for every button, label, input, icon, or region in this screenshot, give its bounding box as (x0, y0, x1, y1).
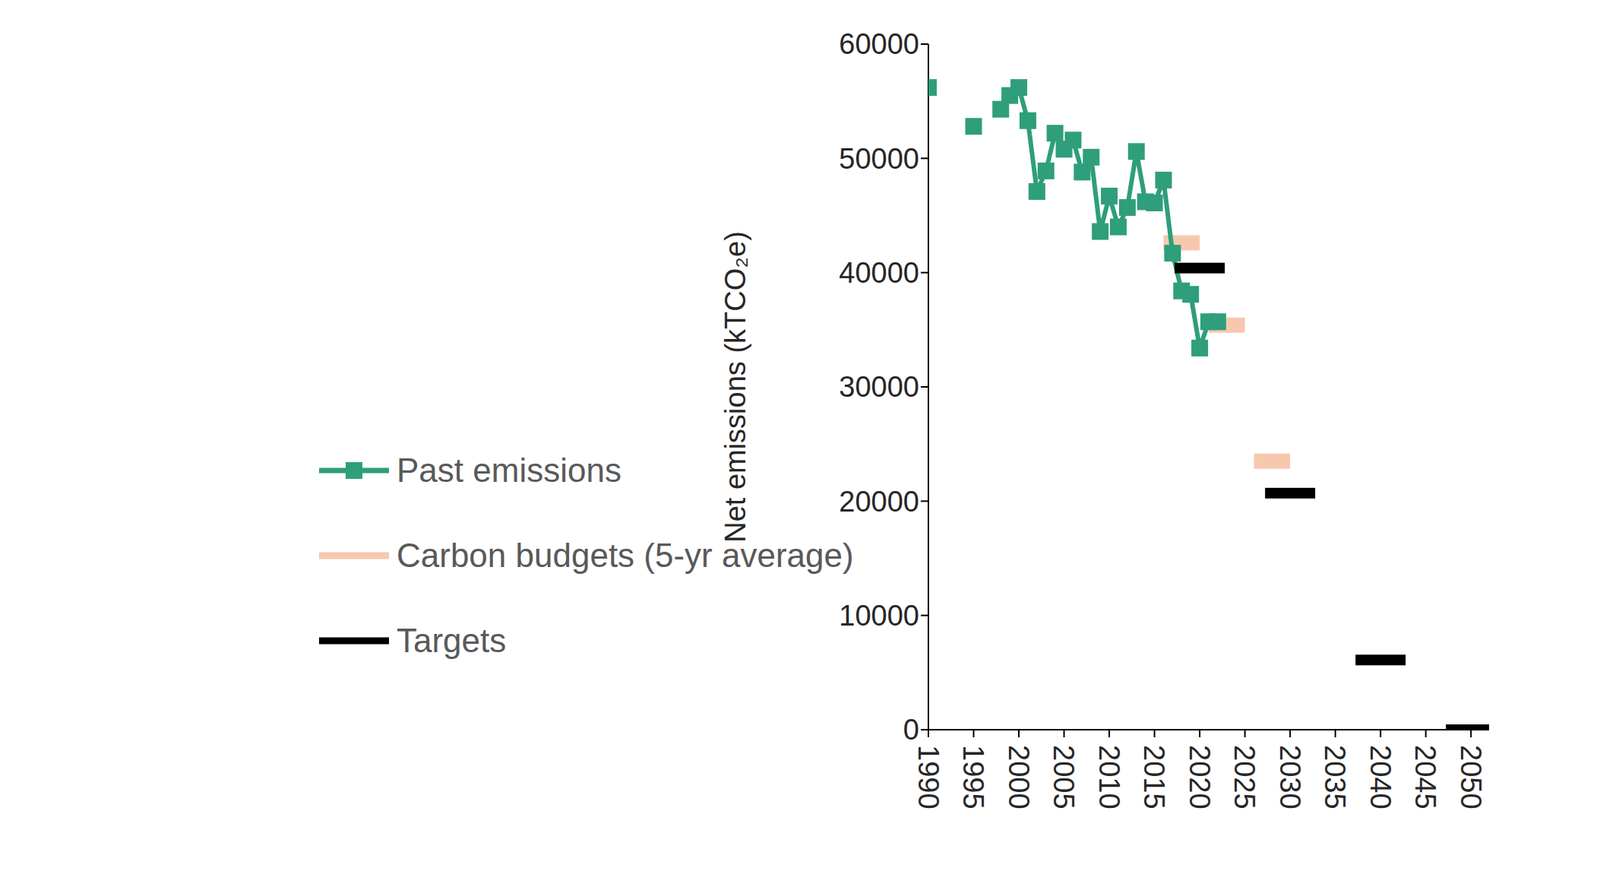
svg-text:10000: 10000 (838, 599, 920, 632)
svg-text:2010: 2010 (1093, 744, 1126, 810)
svg-text:Net emissions (kTCO₂e): Net emissions (kTCO₂e) (719, 230, 752, 543)
svg-text:2005: 2005 (1047, 744, 1080, 810)
svg-text:30000: 30000 (838, 370, 920, 403)
svg-text:2000: 2000 (1002, 744, 1035, 810)
svg-text:2050: 2050 (1454, 744, 1487, 810)
svg-text:0: 0 (903, 713, 920, 746)
svg-text:2020: 2020 (1183, 744, 1216, 810)
svg-text:40000: 40000 (838, 256, 920, 289)
html-text:Targets: Targets (396, 621, 507, 659)
svg-text:20000: 20000 (838, 485, 920, 518)
svg-text:2015: 2015 (1138, 744, 1170, 810)
svg-text:2045: 2045 (1409, 744, 1442, 810)
svg-text:2040: 2040 (1364, 744, 1397, 810)
svg-text:2030: 2030 (1274, 744, 1306, 810)
svg-text:1990: 1990 (912, 744, 945, 810)
svg-text:60000: 60000 (838, 28, 920, 61)
svg-text:1995: 1995 (957, 744, 990, 810)
svg-text:50000: 50000 (838, 142, 920, 175)
html-text:Carbon budgets (5-yr average): Carbon budgets (5-yr average) (396, 536, 854, 574)
html-text:Past emissions: Past emissions (396, 451, 622, 489)
svg-text:2035: 2035 (1318, 744, 1351, 810)
svg-text:2025: 2025 (1228, 744, 1261, 810)
